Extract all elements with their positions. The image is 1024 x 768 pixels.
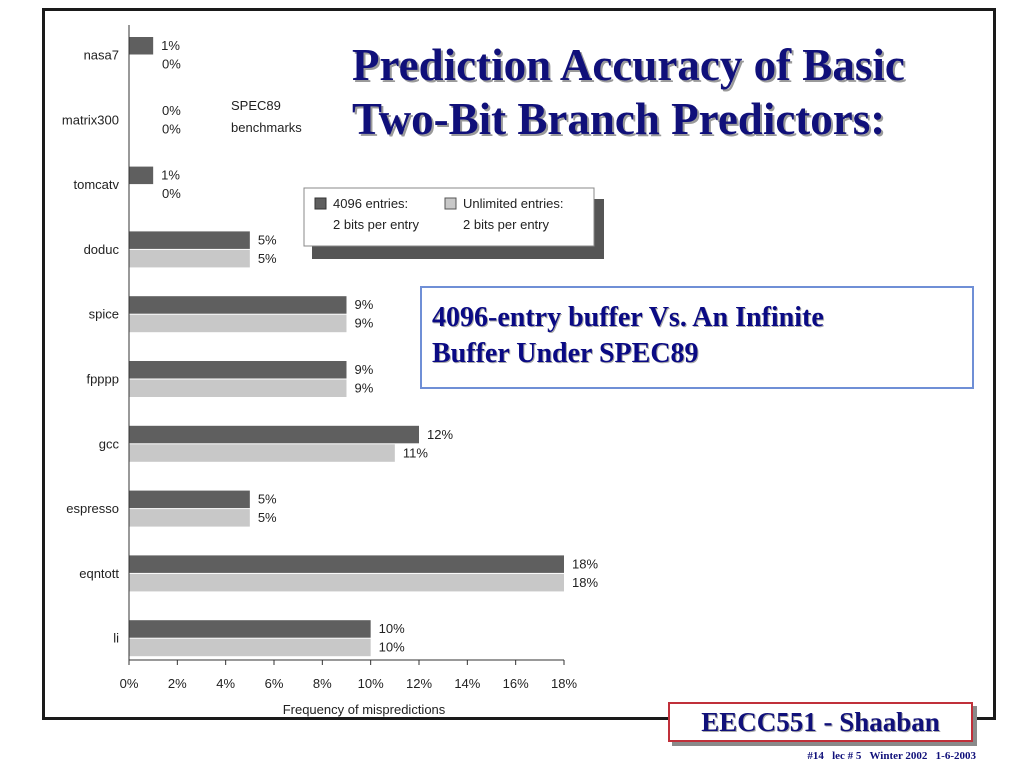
bar-value-label: 5%	[258, 510, 277, 525]
bar-value-label: 9%	[355, 362, 374, 377]
category-label: li	[113, 631, 119, 646]
bar-value-label: 5%	[258, 251, 277, 266]
category-label: spice	[89, 307, 119, 322]
x-tick-label: 8%	[313, 676, 332, 691]
bar-value-label: 0%	[162, 186, 181, 201]
category-label: nasa7	[84, 48, 119, 63]
bar-4096-entries	[129, 425, 419, 444]
x-tick-label: 14%	[454, 676, 480, 691]
legend: 4096 entries: 2 bits per entry Unlimited…	[303, 187, 604, 259]
category-label: eqntott	[79, 566, 119, 581]
bar-value-label: 11%	[403, 445, 428, 460]
bar-4096-entries	[129, 490, 250, 509]
annotation-line2: benchmarks	[231, 120, 302, 135]
category-label: tomcatv	[73, 177, 119, 192]
legend-swatch-unlimited	[444, 197, 457, 210]
bar-value-label: 5%	[258, 492, 277, 507]
legend-label-unlimited-line1: Unlimited entries:	[463, 196, 563, 211]
bar-unlimited-entries	[129, 249, 250, 268]
bar-unlimited-entries	[129, 314, 347, 333]
bar-value-label: 9%	[355, 316, 374, 331]
bar-unlimited-entries	[129, 444, 395, 462]
bar-value-label: 5%	[258, 232, 277, 247]
slide-footer: #14 lec # 5 Winter 2002 1-6-2003	[807, 750, 976, 762]
bar-value-label: 10%	[379, 640, 405, 655]
callout-line2: Buffer Under SPEC89	[432, 338, 699, 369]
bar-unlimited-entries	[129, 509, 250, 527]
course-brand: EECC551 - Shaaban	[668, 702, 973, 742]
bar-value-label: 0%	[162, 103, 181, 118]
legend-label-4096-line1: 4096 entries:	[333, 196, 408, 211]
bar-4096-entries	[129, 37, 154, 55]
bar-4096-entries	[129, 296, 347, 314]
callout-line1: 4096-entry buffer Vs. An Infinite	[432, 302, 824, 333]
bar-unlimited-entries	[129, 638, 371, 657]
x-tick-label: 12%	[406, 676, 432, 691]
x-tick-label: 6%	[265, 676, 284, 691]
category-label: matrix300	[62, 112, 119, 127]
bar-value-label: 0%	[162, 121, 181, 136]
bar-value-label: 0%	[162, 57, 181, 72]
legend-label-4096-line2: 2 bits per entry	[333, 217, 419, 232]
bar-value-label: 1%	[161, 38, 180, 53]
bar-4096-entries	[129, 620, 371, 638]
bar-value-label: 18%	[572, 575, 598, 590]
bar-4096-entries	[129, 555, 564, 573]
slide-title: Prediction Accuracy of Basic Two-Bit Bra…	[352, 38, 992, 146]
bar-unlimited-entries	[129, 573, 564, 592]
slide-title-line1: Prediction Accuracy of Basic	[352, 40, 905, 90]
annotation-line1: SPEC89	[231, 98, 281, 113]
category-label: espresso	[66, 501, 119, 516]
bar-value-label: 18%	[572, 556, 598, 571]
legend-label-unlimited-line2: 2 bits per entry	[463, 217, 549, 232]
x-tick-label: 0%	[120, 676, 139, 691]
x-tick-label: 10%	[358, 676, 384, 691]
category-label: doduc	[84, 242, 120, 257]
category-label: gcc	[99, 436, 120, 451]
bar-value-label: 9%	[355, 381, 374, 396]
callout-box: 4096-entry buffer Vs. An Infinite Buffer…	[420, 286, 974, 389]
bar-unlimited-entries	[129, 379, 347, 397]
x-tick-label: 18%	[551, 676, 577, 691]
x-axis-label: Frequency of mispredictions	[283, 702, 446, 717]
x-tick-label: 16%	[503, 676, 529, 691]
bar-value-label: 1%	[161, 168, 180, 183]
x-tick-label: 4%	[216, 676, 235, 691]
bar-4096-entries	[129, 361, 347, 379]
bar-value-label: 10%	[379, 621, 405, 636]
slide-title-line2: Two-Bit Branch Predictors:	[352, 94, 886, 144]
category-label: fpppp	[86, 372, 119, 387]
bar-4096-entries	[129, 166, 154, 185]
bar-value-label: 12%	[427, 427, 453, 442]
legend-swatch-4096	[314, 197, 327, 210]
x-tick-label: 2%	[168, 676, 187, 691]
bar-value-label: 9%	[355, 297, 374, 312]
bar-4096-entries	[129, 231, 250, 249]
